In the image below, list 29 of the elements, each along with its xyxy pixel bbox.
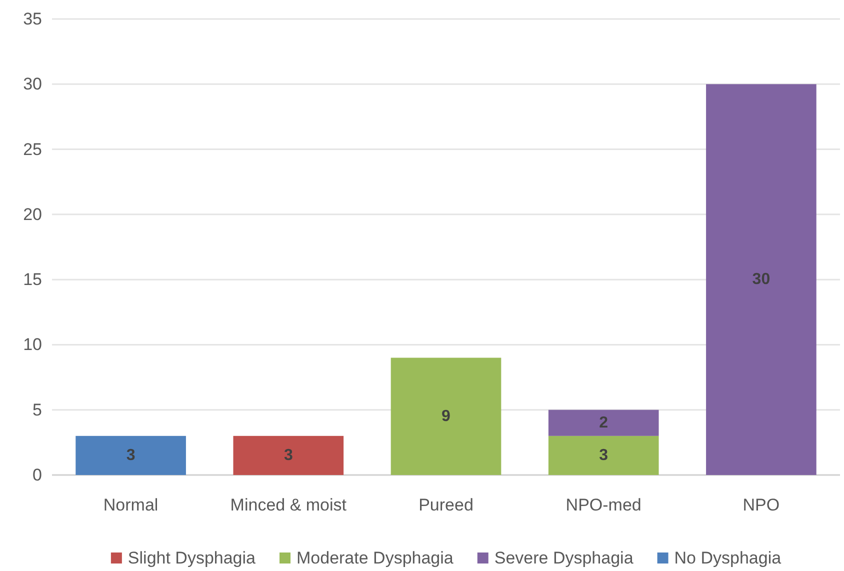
legend-label: No Dysphagia — [674, 548, 782, 568]
bar — [548, 436, 659, 475]
bar — [390, 358, 502, 475]
data-label: 3 — [126, 446, 136, 464]
x-tick-label: NPO — [742, 496, 780, 514]
x-tick-label: Normal — [103, 496, 158, 514]
bar — [548, 410, 659, 436]
y-tick-label: 35 — [23, 10, 42, 28]
bar — [233, 436, 344, 475]
y-tick-label: 25 — [23, 140, 42, 159]
bar — [76, 436, 186, 475]
data-label: 3 — [284, 446, 293, 464]
legend-label: Moderate Dysphagia — [296, 548, 454, 568]
data-label: 9 — [442, 408, 451, 425]
x-tick-label: NPO-med — [566, 496, 642, 514]
data-label: 2 — [599, 414, 608, 432]
y-tick-label: 5 — [32, 400, 42, 420]
y-tick-label: 20 — [23, 204, 42, 224]
y-tick-label: 15 — [23, 270, 42, 290]
x-tick-label: Pureed — [418, 496, 474, 514]
y-tick-label: 0 — [32, 466, 42, 484]
legend-label: Severe Dysphagia — [494, 548, 634, 568]
y-tick-label: 10 — [23, 335, 42, 354]
legend-label: Slight Dysphagia — [128, 548, 256, 568]
data-label: 3 — [599, 446, 608, 464]
y-tick-label: 30 — [23, 74, 42, 94]
data-label: 30 — [752, 271, 770, 288]
x-tick-label: Minced & moist — [230, 496, 347, 514]
bar — [706, 84, 816, 475]
